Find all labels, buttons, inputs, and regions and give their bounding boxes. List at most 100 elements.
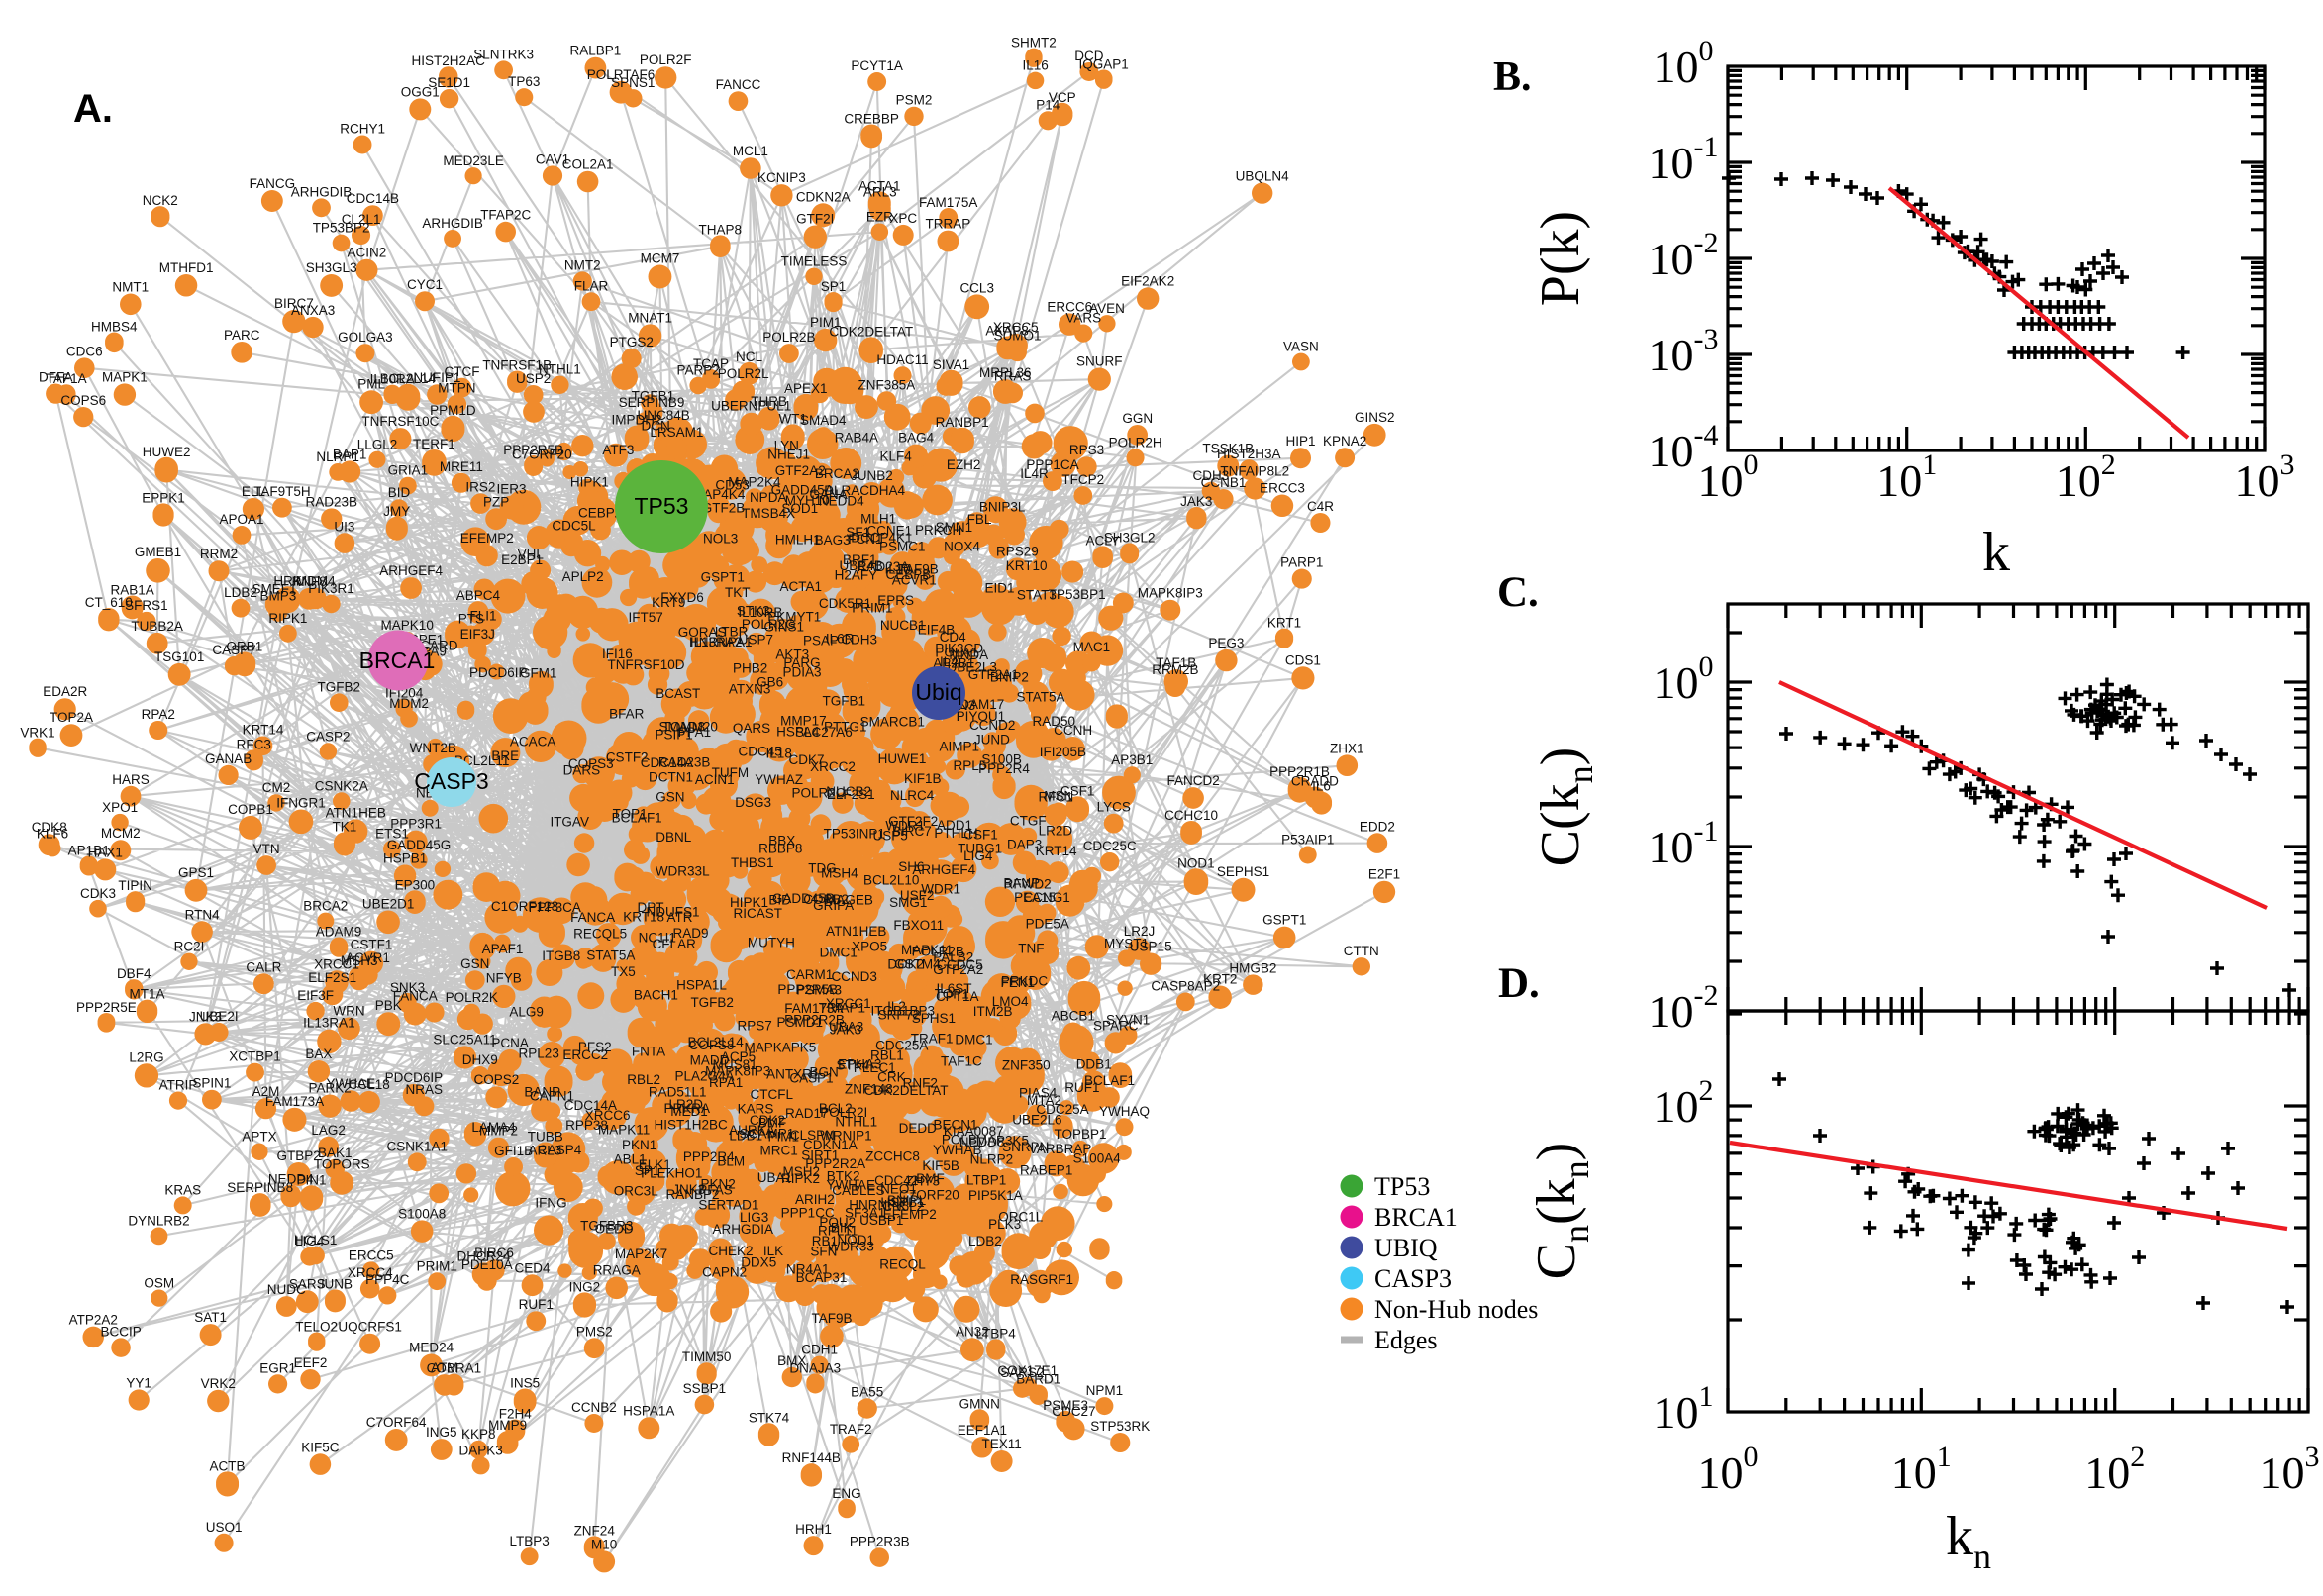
svg-text:CASP3: CASP3 — [414, 768, 488, 794]
svg-text:NR4A1: NR4A1 — [786, 1262, 830, 1277]
svg-text:NLRP2: NLRP2 — [970, 1152, 1014, 1167]
svg-text:ARIH2: ARIH2 — [795, 1192, 835, 1207]
svg-text:SPIN1: SPIN1 — [192, 1076, 231, 1091]
svg-text:UBE2I: UBE2I — [200, 1009, 239, 1024]
svg-text:PCNA: PCNA — [491, 1036, 529, 1050]
svg-text:BIRC7: BIRC7 — [274, 296, 314, 311]
svg-text:KPNA2: KPNA2 — [1323, 434, 1366, 449]
svg-text:KIF5C: KIF5C — [301, 1440, 340, 1454]
svg-text:RAD50: RAD50 — [1033, 714, 1076, 729]
svg-text:CASP7: CASP7 — [212, 643, 255, 657]
svg-text:HRK: HRK — [273, 573, 302, 588]
svg-text:ABCB1: ABCB1 — [1052, 1009, 1095, 1024]
svg-text:BMF: BMF — [916, 1171, 945, 1186]
svg-text:COBRA1: COBRA1 — [427, 1361, 482, 1376]
svg-text:AVEN: AVEN — [1089, 301, 1125, 316]
svg-text:TNFRSF10C: TNFRSF10C — [361, 414, 439, 429]
svg-text:ATM: ATM — [431, 1360, 458, 1375]
svg-text:ITGB8: ITGB8 — [542, 948, 580, 963]
svg-text:PTGS2: PTGS2 — [610, 335, 654, 349]
svg-text:KRT18: KRT18 — [623, 909, 664, 924]
svg-text:CAV1: CAV1 — [536, 151, 569, 166]
svg-text:GPS1: GPS1 — [178, 865, 214, 880]
svg-text:TUBB2A: TUBB2A — [131, 619, 183, 634]
svg-text:PPP1CC: PPP1CC — [781, 1206, 835, 1221]
svg-text:POLR2K: POLR2K — [446, 990, 498, 1005]
svg-text:ARHGEF4: ARHGEF4 — [379, 563, 443, 578]
svg-text:TNF: TNF — [1018, 941, 1044, 955]
svg-text:ZHY3: ZHY3 — [905, 1174, 940, 1189]
svg-text:UI3: UI3 — [334, 519, 354, 534]
svg-text:CSTF1: CSTF1 — [351, 938, 393, 952]
svg-text:TOP1: TOP1 — [613, 807, 648, 822]
svg-text:BNIP2: BNIP2 — [990, 670, 1029, 685]
svg-text:POLR2C: POLR2C — [791, 786, 845, 801]
svg-text:FANCD2: FANCD2 — [1166, 773, 1219, 788]
svg-text:USO1: USO1 — [206, 1520, 243, 1535]
svg-text:HAX1: HAX1 — [88, 845, 123, 859]
svg-text:CSF1: CSF1 — [963, 827, 998, 842]
svg-text:LIG4: LIG4 — [295, 1234, 325, 1248]
svg-text:CM2: CM2 — [262, 780, 291, 795]
svg-text:WDR33: WDR33 — [828, 1240, 874, 1254]
svg-text:EPPK1: EPPK1 — [142, 490, 185, 505]
svg-text:WDR33L: WDR33L — [656, 863, 710, 878]
svg-text:CCHC10: CCHC10 — [1164, 808, 1218, 823]
svg-text:PTTG1: PTTG1 — [824, 720, 867, 735]
svg-text:AP1B1: AP1B1 — [68, 843, 110, 857]
svg-text:LTBR: LTBR — [715, 625, 749, 640]
svg-text:CDH3: CDH3 — [841, 632, 877, 647]
svg-text:ACVR1: ACVR1 — [892, 573, 937, 588]
svg-text:CT_610: CT_610 — [85, 595, 133, 610]
svg-text:MMP2: MMP2 — [479, 1124, 518, 1139]
svg-text:ING2: ING2 — [569, 1279, 601, 1294]
svg-text:PPP2R4: PPP2R4 — [978, 761, 1030, 776]
svg-text:LR2D: LR2D — [1039, 823, 1073, 838]
svg-text:CSTF2: CSTF2 — [606, 750, 649, 765]
svg-text:CN5L2: CN5L2 — [882, 1199, 924, 1214]
svg-text:PRKRA: PRKRA — [663, 1101, 710, 1116]
svg-text:TAF9B: TAF9B — [898, 562, 939, 577]
svg-text:ZHX1: ZHX1 — [1330, 741, 1364, 755]
svg-text:NPM1: NPM1 — [1086, 1383, 1124, 1398]
svg-text:ORC1L: ORC1L — [998, 1210, 1044, 1225]
svg-text:PARG: PARG — [783, 655, 820, 670]
svg-text:ACVR1: ACVR1 — [346, 950, 390, 965]
svg-text:SLC25A11: SLC25A11 — [433, 1032, 496, 1047]
svg-text:RFWD2: RFWD2 — [1004, 877, 1052, 892]
svg-text:TOPBP1: TOPBP1 — [1054, 1127, 1106, 1142]
svg-text:C4R: C4R — [1307, 499, 1334, 514]
svg-text:TERF1: TERF1 — [413, 437, 455, 451]
svg-text:DDX5: DDX5 — [741, 1255, 776, 1270]
svg-text:BRCA2: BRCA2 — [303, 899, 348, 914]
svg-text:PFAS: PFAS — [698, 1183, 733, 1198]
svg-text:RPS3: RPS3 — [1069, 443, 1104, 457]
svg-text:PPP2R5E: PPP2R5E — [76, 1000, 137, 1015]
svg-text:MRE11: MRE11 — [440, 459, 483, 474]
svg-text:DMC1: DMC1 — [955, 1032, 992, 1047]
svg-text:MAP3K5: MAP3K5 — [976, 1134, 1029, 1148]
svg-text:POU2: POU2 — [819, 1215, 856, 1230]
svg-text:NHEJ1: NHEJ1 — [767, 448, 810, 462]
svg-text:NC1I1: NC1I1 — [639, 930, 676, 945]
svg-text:IFT57: IFT57 — [628, 610, 662, 625]
svg-text:RC2I: RC2I — [174, 940, 205, 954]
svg-text:TSSK1B: TSSK1B — [1202, 442, 1254, 456]
svg-text:NTHL1: NTHL1 — [835, 1114, 877, 1129]
svg-text:k: k — [1982, 522, 2010, 583]
svg-text:BCL2: BCL2 — [819, 1101, 853, 1116]
svg-text:P(k): P(k) — [1530, 211, 1591, 306]
svg-text:GINS1: GINS1 — [764, 619, 805, 634]
svg-text:TIMELESS: TIMELESS — [781, 254, 848, 269]
svg-text:SERPINB8: SERPINB8 — [227, 1180, 293, 1195]
svg-text:APEX1: APEX1 — [784, 381, 828, 396]
svg-text:ACLY: ACLY — [1085, 534, 1119, 549]
svg-text:NEO1: NEO1 — [880, 1181, 917, 1196]
svg-text:PALB2: PALB2 — [933, 950, 973, 965]
svg-text:NCK2: NCK2 — [143, 193, 178, 208]
svg-text:CDC25C: CDC25C — [1083, 839, 1137, 853]
svg-text:KKP8: KKP8 — [461, 1427, 496, 1442]
svg-text:GOLGA3: GOLGA3 — [338, 330, 393, 345]
svg-text:BCCIP: BCCIP — [100, 1324, 141, 1339]
svg-text:TP53BP2: TP53BP2 — [313, 221, 370, 236]
